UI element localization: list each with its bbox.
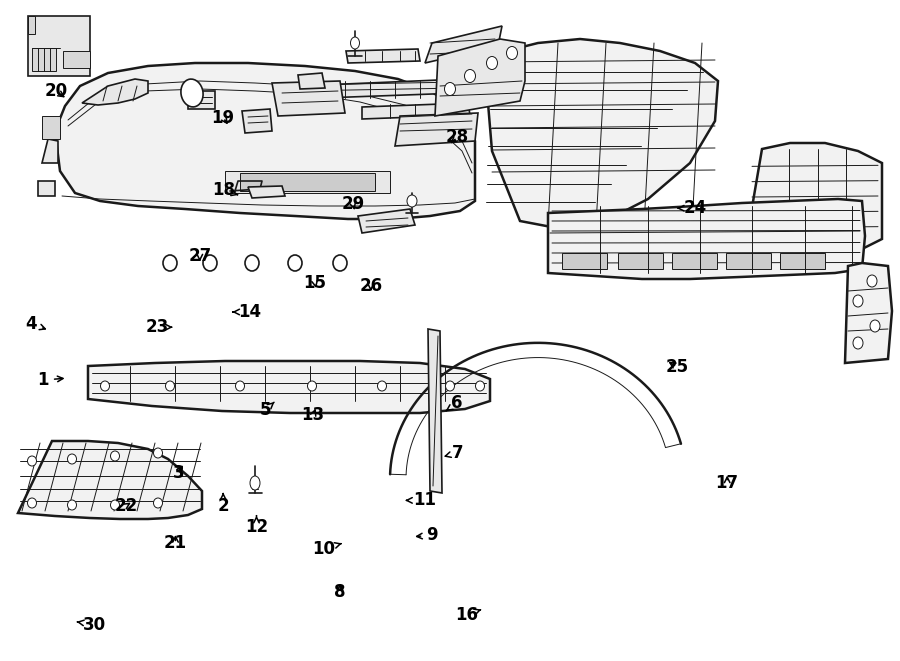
Polygon shape	[28, 16, 35, 34]
Text: 1: 1	[38, 371, 63, 389]
Polygon shape	[63, 51, 90, 68]
Polygon shape	[425, 26, 502, 63]
Text: 20: 20	[44, 82, 68, 100]
Ellipse shape	[111, 500, 120, 510]
Ellipse shape	[245, 255, 259, 271]
Text: 23: 23	[146, 318, 172, 336]
Polygon shape	[548, 199, 865, 279]
Ellipse shape	[163, 255, 177, 271]
Text: 12: 12	[245, 516, 268, 537]
Polygon shape	[38, 181, 55, 196]
Polygon shape	[358, 209, 415, 233]
Ellipse shape	[333, 255, 347, 271]
Ellipse shape	[101, 381, 110, 391]
Text: 7: 7	[446, 444, 463, 462]
Ellipse shape	[446, 381, 454, 391]
Text: 3: 3	[173, 463, 184, 482]
Polygon shape	[428, 329, 442, 493]
Polygon shape	[305, 91, 330, 106]
Ellipse shape	[288, 255, 302, 271]
Ellipse shape	[853, 337, 863, 349]
Text: 18: 18	[212, 181, 238, 200]
Polygon shape	[82, 79, 148, 105]
Polygon shape	[18, 441, 202, 519]
Text: 25: 25	[665, 358, 688, 376]
Ellipse shape	[28, 456, 37, 466]
Polygon shape	[726, 253, 771, 269]
Ellipse shape	[154, 498, 163, 508]
Polygon shape	[485, 39, 718, 229]
Polygon shape	[272, 81, 345, 116]
Text: 17: 17	[716, 473, 739, 492]
Ellipse shape	[870, 320, 880, 332]
Ellipse shape	[475, 381, 484, 391]
Text: 16: 16	[454, 605, 481, 624]
Polygon shape	[225, 171, 390, 193]
Text: 14: 14	[233, 303, 262, 321]
Ellipse shape	[867, 275, 877, 287]
Text: 30: 30	[77, 615, 106, 634]
Text: 27: 27	[188, 247, 212, 266]
Text: 28: 28	[446, 128, 469, 147]
Text: 21: 21	[164, 534, 187, 553]
Polygon shape	[248, 186, 285, 198]
Polygon shape	[55, 63, 475, 219]
Polygon shape	[242, 109, 272, 133]
Polygon shape	[298, 73, 325, 89]
Ellipse shape	[181, 79, 203, 107]
Polygon shape	[362, 103, 470, 119]
Text: 11: 11	[407, 491, 436, 510]
Polygon shape	[28, 16, 90, 76]
Ellipse shape	[68, 500, 76, 510]
Text: 13: 13	[302, 406, 325, 424]
Text: 8: 8	[335, 582, 346, 601]
Polygon shape	[748, 143, 882, 253]
Polygon shape	[780, 253, 825, 269]
Polygon shape	[188, 91, 215, 109]
Ellipse shape	[68, 454, 76, 464]
Text: 6: 6	[446, 394, 463, 412]
Ellipse shape	[111, 451, 120, 461]
Ellipse shape	[166, 381, 175, 391]
Ellipse shape	[445, 83, 455, 95]
Polygon shape	[346, 49, 420, 63]
Polygon shape	[562, 253, 607, 269]
Polygon shape	[672, 253, 717, 269]
Polygon shape	[240, 173, 375, 191]
Text: 24: 24	[678, 199, 707, 217]
Text: 2: 2	[218, 494, 229, 515]
Ellipse shape	[236, 381, 245, 391]
Ellipse shape	[154, 448, 163, 458]
Text: 4: 4	[26, 315, 45, 333]
Polygon shape	[42, 139, 58, 163]
Polygon shape	[845, 263, 892, 363]
Ellipse shape	[464, 69, 475, 83]
Polygon shape	[435, 39, 525, 116]
Text: 15: 15	[303, 274, 327, 292]
Ellipse shape	[377, 381, 386, 391]
Text: 22: 22	[114, 496, 138, 515]
Ellipse shape	[507, 46, 517, 59]
Ellipse shape	[407, 195, 417, 207]
Ellipse shape	[853, 295, 863, 307]
Text: 26: 26	[359, 276, 382, 295]
Polygon shape	[395, 113, 478, 146]
Polygon shape	[42, 116, 60, 139]
Ellipse shape	[203, 255, 217, 271]
Polygon shape	[295, 79, 462, 99]
Ellipse shape	[28, 498, 37, 508]
Text: 29: 29	[341, 194, 365, 213]
Ellipse shape	[350, 37, 359, 49]
Polygon shape	[618, 253, 663, 269]
Ellipse shape	[487, 56, 498, 69]
Polygon shape	[32, 48, 56, 71]
Text: 10: 10	[312, 539, 341, 558]
Ellipse shape	[250, 476, 260, 490]
Text: 9: 9	[417, 526, 437, 545]
Text: 5: 5	[260, 401, 274, 419]
Text: 19: 19	[212, 108, 235, 127]
Ellipse shape	[308, 381, 317, 391]
Polygon shape	[88, 361, 490, 413]
